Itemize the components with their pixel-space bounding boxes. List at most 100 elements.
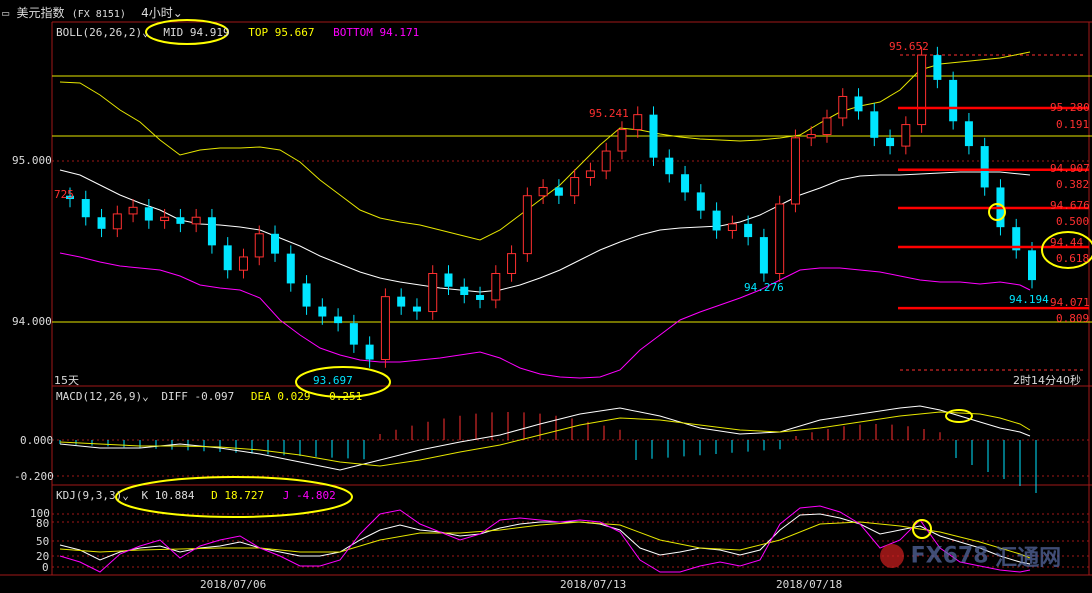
candle-body xyxy=(870,111,879,138)
kdj-k-label: K xyxy=(141,489,149,502)
candle-body xyxy=(886,137,895,147)
candle-body xyxy=(380,296,390,361)
price-label-low-right: 94.194 xyxy=(1009,293,1049,306)
title-bar: ▭ 美元指数 (FX 8151) 4小时⌄ xyxy=(2,4,183,21)
annotation-low-ellipse xyxy=(295,366,391,398)
candle-body xyxy=(476,295,485,300)
boll-mid-value: 94.919 xyxy=(189,26,230,39)
candle-body xyxy=(585,170,595,179)
watermark-brand: FX678 xyxy=(910,543,989,569)
price-axis-94000: 94.000 xyxy=(12,315,52,328)
kdj-j-value: -4.802 xyxy=(295,489,336,502)
fib-price-4: 94.071 xyxy=(1050,296,1090,309)
kdj-header[interactable]: KDJ(9,3,3)⌄ K 10.884 D 18.727 J -4.802 xyxy=(56,489,336,502)
macd-value: 0.251 xyxy=(329,390,363,403)
boll-header[interactable]: BOLL(26,26,2)⌄ MID 94.919 TOP 95.667 BOT… xyxy=(56,26,419,39)
kdj-j-line xyxy=(59,505,1031,573)
candle-body xyxy=(538,186,548,197)
kdj-axis-100: 100 xyxy=(30,507,50,520)
candle-body xyxy=(806,134,816,139)
boll-bottom-value: 94.171 xyxy=(379,26,420,39)
kdj-axis-0: 0 xyxy=(42,561,49,574)
price-label-left: 725 xyxy=(54,188,74,201)
candle-body xyxy=(97,217,106,229)
candle-body xyxy=(428,272,438,313)
candle-body xyxy=(964,121,973,147)
candle-body xyxy=(176,217,185,224)
fib-price-3: 94.44 xyxy=(1050,236,1084,249)
macd-dea-line xyxy=(59,411,1031,467)
kdj-d-label: D xyxy=(211,489,218,502)
candle-body xyxy=(949,79,958,122)
candle-body xyxy=(1028,250,1036,281)
boll-mid-label: MID xyxy=(163,26,184,39)
period-label: 4小时 xyxy=(141,6,173,20)
candle-body xyxy=(397,296,406,307)
macd-axis-m02: -0.200 xyxy=(14,470,54,483)
candle-body xyxy=(522,195,532,255)
date-label-0718: 2018/07/18 xyxy=(776,578,843,591)
kdj-axis-20: 20 xyxy=(36,550,50,563)
candle-body xyxy=(144,207,153,221)
macd-diff-value: -0.097 xyxy=(194,390,235,403)
candle-body xyxy=(633,114,643,131)
annotation-kdj-ellipse xyxy=(115,476,353,518)
candle-body xyxy=(349,323,358,345)
candle-body xyxy=(112,213,122,230)
candle-body xyxy=(933,55,942,80)
kdj-params: KDJ(9,3,3) xyxy=(56,489,123,502)
candle-body xyxy=(838,95,848,119)
candle-body xyxy=(318,306,327,317)
boll-bottom-label: BOTTOM xyxy=(333,26,373,39)
macd-histogram xyxy=(59,412,1037,493)
candle-body xyxy=(901,124,911,147)
candle-body xyxy=(81,199,90,218)
symbol-name: 美元指数 xyxy=(16,6,65,20)
fib-price-2: 94.676 xyxy=(1050,199,1090,212)
boll-top-label: TOP xyxy=(248,26,269,39)
macd-axis-0: 0.000 xyxy=(20,434,54,447)
annotation-fib-ellipse xyxy=(1041,231,1092,269)
chevron-down-icon: ⌄ xyxy=(142,390,149,403)
chevron-down-icon: ⌄ xyxy=(142,26,149,39)
fib-ratio-4: 0.809 xyxy=(1056,312,1090,325)
kdj-axis-50: 50 xyxy=(36,535,50,548)
kdj-k-line xyxy=(59,513,1031,565)
candle-body xyxy=(160,216,170,222)
period-selector[interactable]: 4小时⌄ xyxy=(141,6,183,20)
annotation-mid-ellipse xyxy=(145,19,229,45)
candle-body xyxy=(617,129,627,152)
macd-dea-value: 0.029 xyxy=(277,390,311,403)
candlestick-series xyxy=(66,46,1036,368)
price-label-low-mid: 94.276 xyxy=(744,281,784,294)
range-label: 15天 xyxy=(54,374,79,387)
date-label-0706: 2018/07/06 xyxy=(200,578,267,591)
candle-body xyxy=(334,316,343,324)
candle-body xyxy=(775,203,785,274)
candle-body xyxy=(254,233,264,258)
candle-body xyxy=(601,150,611,172)
candle-body xyxy=(271,233,280,254)
price-label-low-left: 93.697 xyxy=(313,374,353,387)
candle-body xyxy=(223,245,232,271)
kdj-d-value: 18.727 xyxy=(224,489,265,502)
symbol-code: (FX 8151) xyxy=(71,9,126,20)
chevron-down-icon: ⌄ xyxy=(172,6,183,20)
candle-body xyxy=(790,137,800,205)
price-label-high: 95.652 xyxy=(889,40,929,53)
candle-body xyxy=(128,206,138,215)
window-icon[interactable]: ▭ xyxy=(2,6,10,20)
candle-body xyxy=(207,217,216,246)
candle-body xyxy=(491,272,501,301)
fib-ratio-2: 0.500 xyxy=(1056,215,1090,228)
candle-body xyxy=(365,344,374,360)
macd-header[interactable]: MACD(12,26,9)⌄ DIFF -0.097 DEA 0.029 0.2… xyxy=(56,390,362,403)
candle-body xyxy=(917,54,927,126)
annotation-kdj-circle xyxy=(912,519,932,539)
fib-ratio-0: 0.191 xyxy=(1056,118,1090,131)
candle-body xyxy=(191,216,201,225)
boll-params: BOLL(26,26,2) xyxy=(56,26,143,39)
chevron-down-icon: ⌄ xyxy=(122,489,129,502)
